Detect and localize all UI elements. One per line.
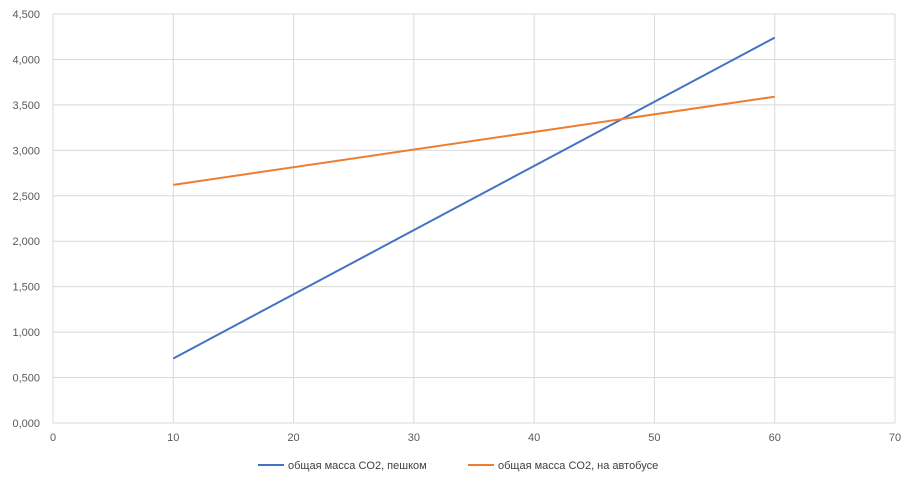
series-line-1 [172,36,776,360]
legend: общая масса CO2, пешком общая масса CO2, … [258,460,658,472]
legend-label-1: общая масса CO2, пешком [288,460,427,472]
x-tick-label: 0 [50,432,56,444]
x-tick-label: 70 [889,432,901,444]
y-tick-label: 4,500 [12,9,40,21]
y-tick-label: 3,000 [12,145,40,157]
x-tick-label: 40 [528,432,540,444]
y-tick-label: 2,500 [12,191,40,203]
y-tick-label: 3,500 [12,100,40,112]
y-tick-label: 0,000 [12,418,40,430]
y-tick-label: 4,000 [12,54,40,66]
legend-label-2: общая масса CO2, на автобусе [498,460,658,472]
y-tick-label: 0,500 [12,373,40,385]
y-tick-label: 1,500 [12,282,40,294]
x-tick-label: 10 [167,432,179,444]
grid [52,13,896,424]
x-tick-label: 20 [287,432,299,444]
axes: 0 10 20 30 40 50 60 70 0,000 0,500 1,000 1,500 2,000… [12,9,901,444]
series-line-2 [173,95,775,186]
y-tick-label: 1,000 [12,327,40,339]
y-tick-label: 2,000 [12,236,40,248]
x-tick-label: 60 [769,432,781,444]
x-tick-label: 50 [648,432,660,444]
series-lines [172,36,776,360]
x-tick-label: 30 [408,432,420,444]
